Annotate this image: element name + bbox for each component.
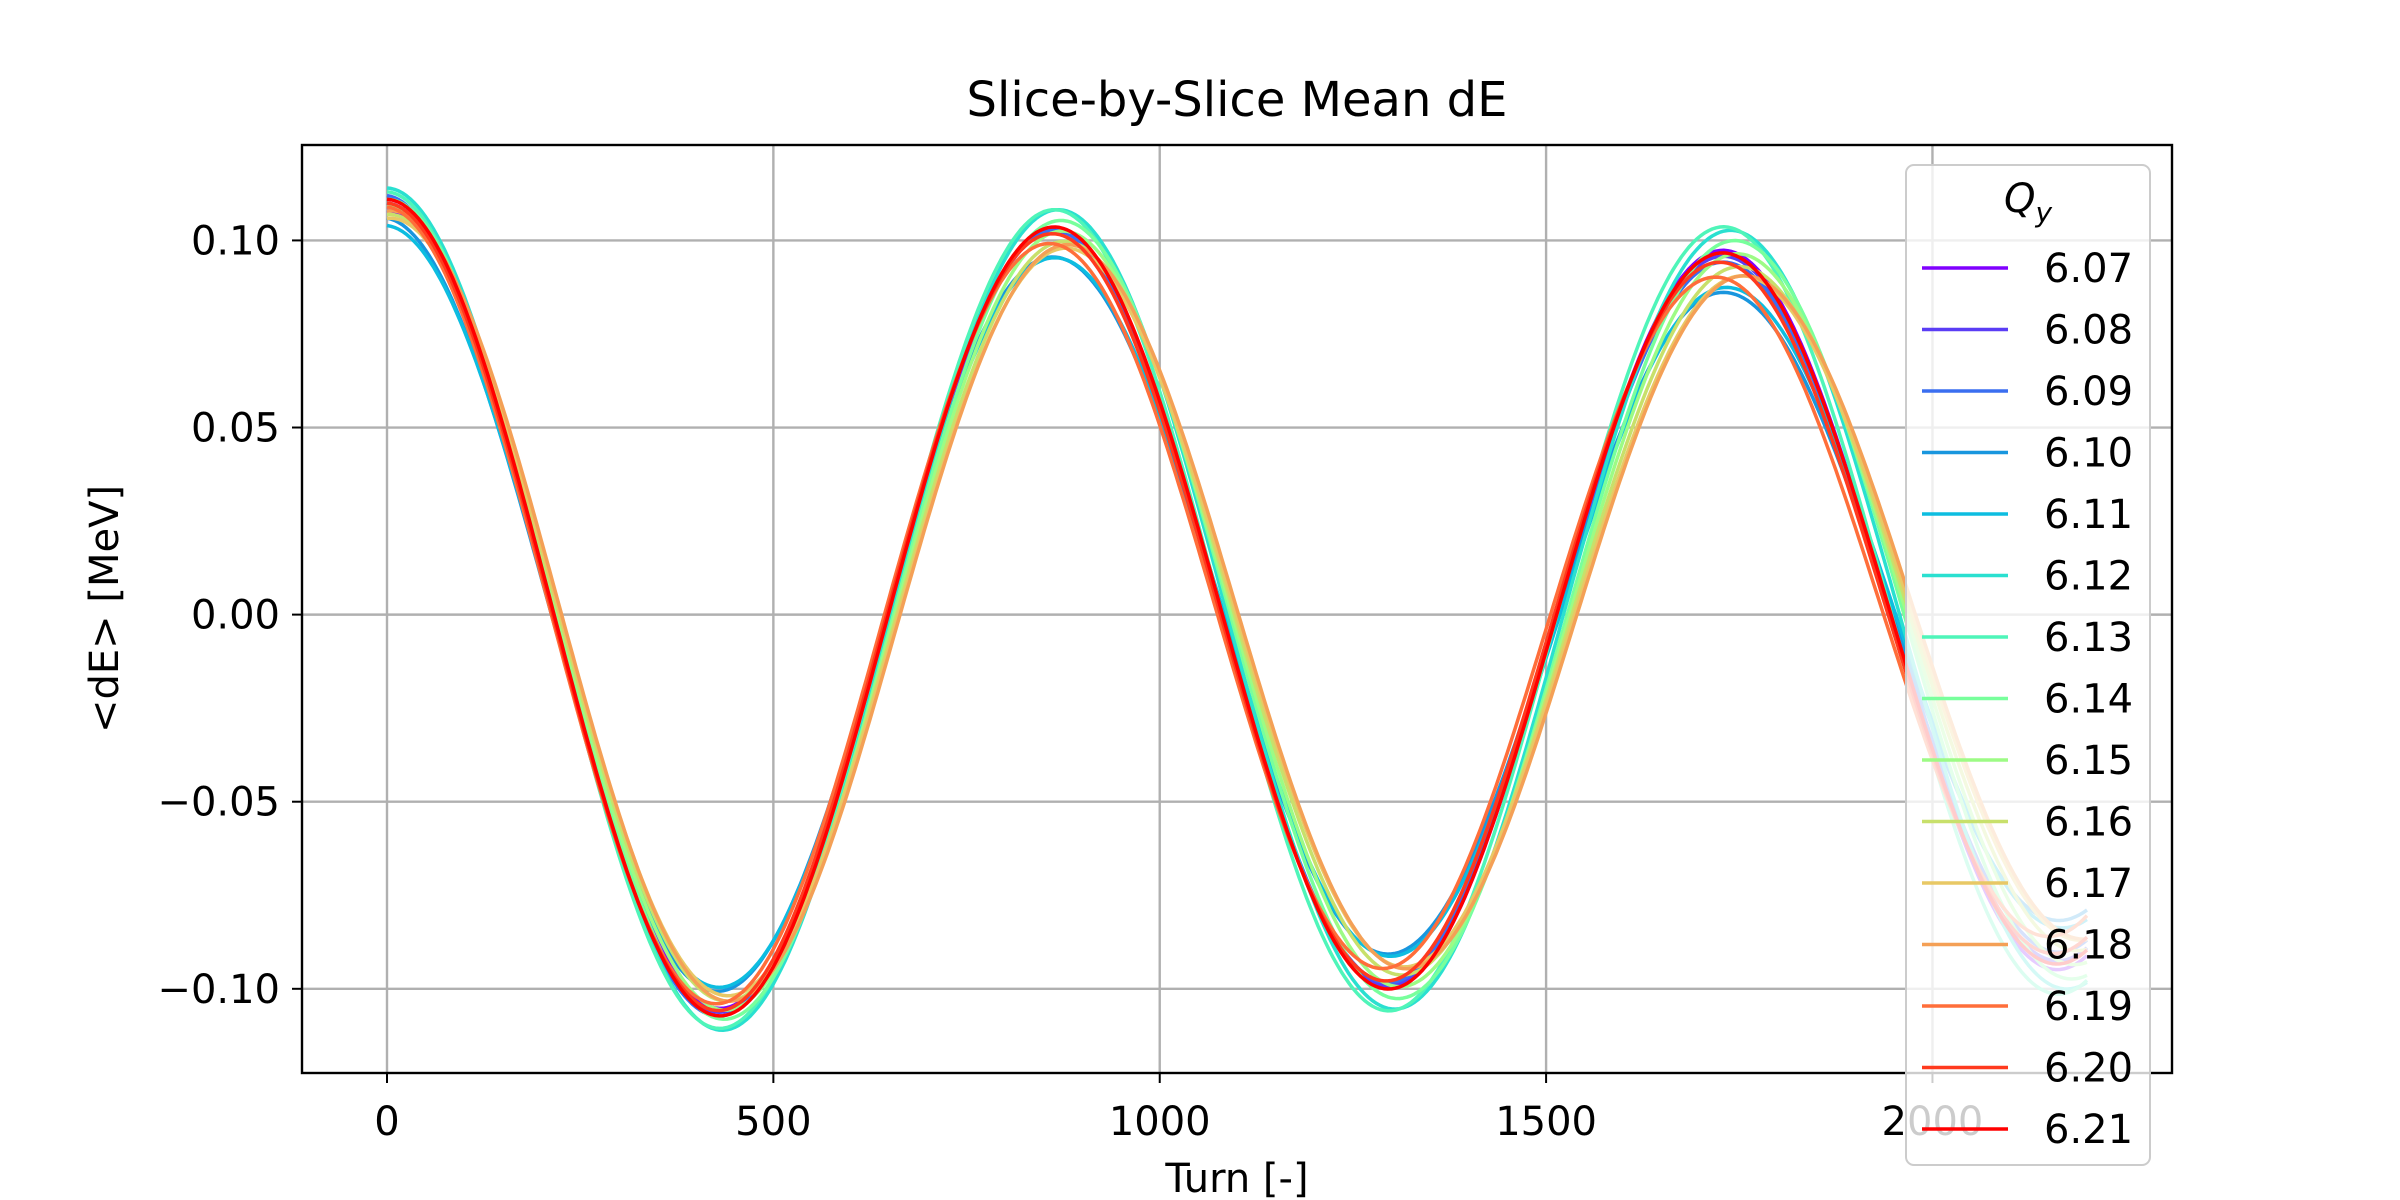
legend-box <box>1905 164 2151 1166</box>
legend: Qy 6.076.086.096.106.116.126.136.146.156… <box>1905 164 2151 1166</box>
y-tick-label-4: 0.10 <box>191 218 280 264</box>
legend-label-6.19: 6.19 <box>2044 984 2133 1030</box>
y-axis-label: <dE> [MeV] <box>82 485 128 733</box>
legend-label-6.20: 6.20 <box>2044 1046 2133 1092</box>
grid <box>302 145 2172 1073</box>
legend-label-6.07: 6.07 <box>2044 246 2133 292</box>
y-tick-label-1: −0.05 <box>157 780 280 826</box>
series-line-6.18 <box>386 208 2088 1003</box>
x-tick-label-3: 1500 <box>1495 1099 1597 1145</box>
legend-label-6.11: 6.11 <box>2044 492 2133 538</box>
series-lines <box>386 186 2089 1032</box>
x-tick-label-1: 500 <box>735 1099 811 1145</box>
x-tick-label-2: 1000 <box>1109 1099 1211 1145</box>
x-tick-label-0: 0 <box>374 1099 399 1145</box>
series-line-6.21 <box>386 197 2089 1018</box>
x-axis-label: Turn [-] <box>1164 1156 1308 1200</box>
legend-label-6.18: 6.18 <box>2044 923 2133 969</box>
legend-label-6.21: 6.21 <box>2044 1107 2133 1153</box>
legend-title-subscript: y <box>2034 196 2052 229</box>
y-tick-label-0: −0.10 <box>157 967 280 1013</box>
series-line-6.15 <box>386 205 2088 1012</box>
legend-label-6.09: 6.09 <box>2044 369 2133 415</box>
legend-items: 6.07 6.08 6.09 6.10 6.11 6.12 6.13 6.14 6.15 6.16… <box>1922 246 2133 1153</box>
chart-title: Slice-by-Slice Mean dE <box>967 72 1508 128</box>
legend-title-main: Q <box>2004 176 2035 222</box>
legend-label-6.08: 6.08 <box>2044 308 2133 354</box>
y-tick-label-2: 0.00 <box>191 593 280 639</box>
y-tick-label-3: 0.05 <box>191 406 280 452</box>
legend-label-6.10: 6.10 <box>2044 431 2133 477</box>
legend-label-6.12: 6.12 <box>2044 554 2133 600</box>
legend-label-6.14: 6.14 <box>2044 677 2133 723</box>
legend-label-6.17: 6.17 <box>2044 861 2133 907</box>
legend-label-6.16: 6.16 <box>2044 800 2133 846</box>
legend-label-6.15: 6.15 <box>2044 738 2133 784</box>
legend-title: Qy <box>2004 176 2052 229</box>
plot-frame <box>300 143 2174 1075</box>
legend-label-6.13: 6.13 <box>2044 615 2133 661</box>
y-axis: −0.10 −0.05 0.00 0.05 0.10 <box>157 218 302 1013</box>
